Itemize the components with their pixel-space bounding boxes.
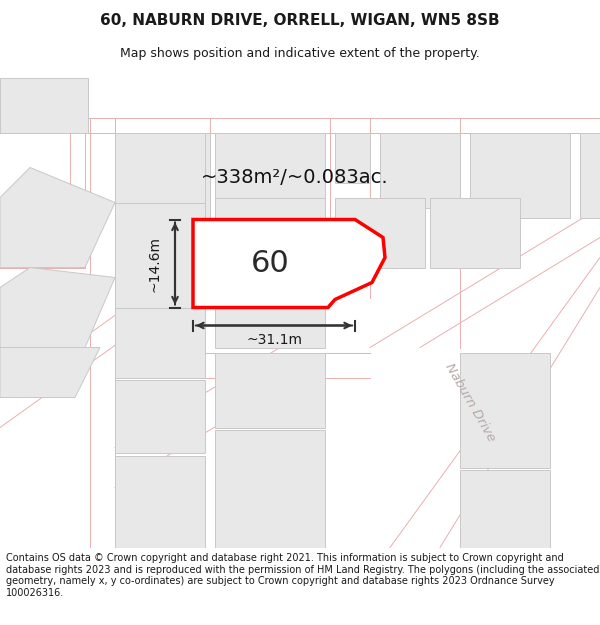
Polygon shape [215,352,325,428]
Text: ~14.6m: ~14.6m [148,236,162,291]
Polygon shape [470,132,570,218]
Text: Naburn Drive: Naburn Drive [442,361,497,444]
Polygon shape [115,308,205,378]
Text: 60: 60 [251,249,289,278]
Polygon shape [215,132,325,198]
Text: Map shows position and indicative extent of the property.: Map shows position and indicative extent… [120,48,480,61]
Polygon shape [115,379,205,452]
Polygon shape [335,198,425,268]
Polygon shape [115,456,205,548]
Polygon shape [460,352,550,468]
Polygon shape [215,282,325,348]
Polygon shape [0,168,115,268]
Polygon shape [380,132,460,208]
Polygon shape [115,132,210,218]
Polygon shape [0,78,88,132]
Polygon shape [0,268,115,348]
Polygon shape [115,132,210,218]
Polygon shape [460,469,550,548]
Polygon shape [115,202,205,308]
Text: ~338m²/~0.083ac.: ~338m²/~0.083ac. [201,168,389,187]
Polygon shape [115,132,205,202]
Polygon shape [0,348,100,398]
Polygon shape [193,219,385,308]
Polygon shape [215,429,325,548]
Polygon shape [335,132,370,182]
Text: Contains OS data © Crown copyright and database right 2021. This information is : Contains OS data © Crown copyright and d… [6,553,599,598]
Polygon shape [215,198,325,282]
Text: 60, NABURN DRIVE, ORRELL, WIGAN, WN5 8SB: 60, NABURN DRIVE, ORRELL, WIGAN, WN5 8SB [100,12,500,28]
Polygon shape [430,198,520,268]
Polygon shape [580,132,600,218]
Text: ~31.1m: ~31.1m [246,332,302,346]
